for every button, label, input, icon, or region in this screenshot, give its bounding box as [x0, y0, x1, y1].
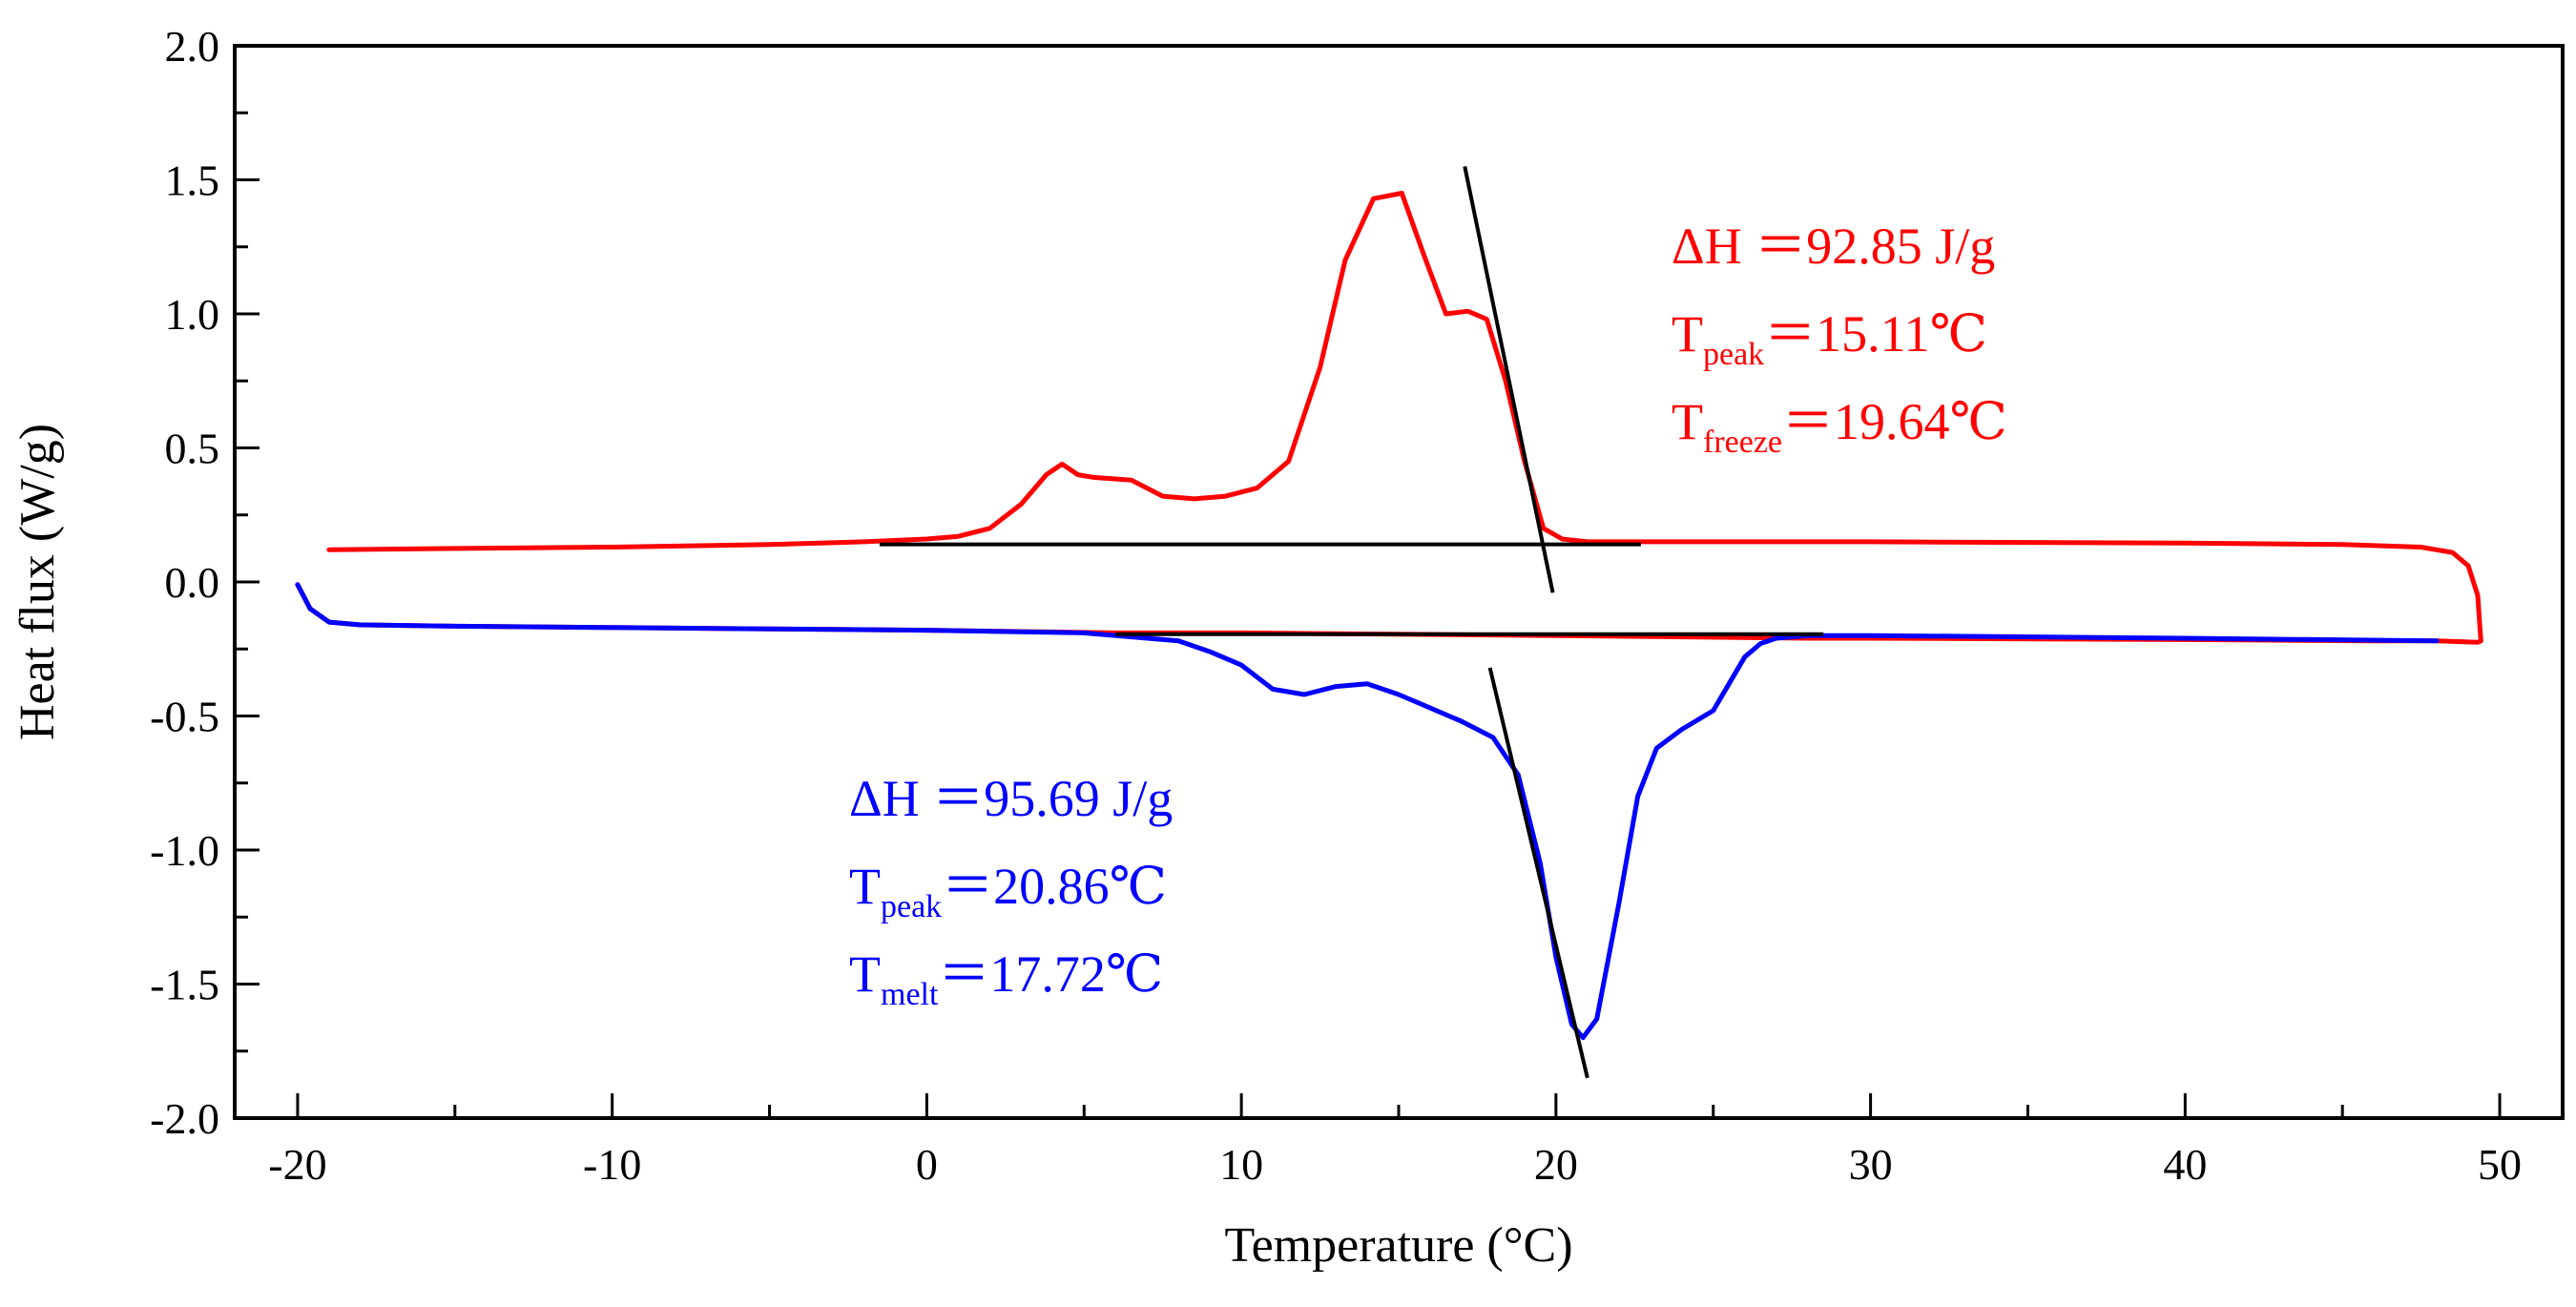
cooling-annotation-line: Tfreeze＝19.64℃ [1672, 393, 2007, 460]
heating-annotation: ΔH ＝95.69 J/g Tpeak＝20.86℃ Tmelt＝17.72℃ [849, 770, 1173, 1012]
heating-tangent-line [1487, 667, 1589, 1079]
x-axis-title: Temperature (°C) [1224, 1218, 1572, 1273]
cooling-curve [295, 191, 2483, 645]
annotation-layer: ΔH ＝92.85 J/gTpeak＝15.11℃Tfreeze＝19.64℃Δ… [849, 218, 2007, 1012]
heating-annotation-line: Tpeak＝20.86℃ [849, 858, 1167, 924]
heating-curve [295, 582, 2440, 1041]
x-tick-label: 10 [1219, 1140, 1263, 1189]
x-tick-label: 30 [1849, 1140, 1893, 1189]
x-tick-label: -10 [583, 1140, 641, 1189]
y-tick-label: 1.0 [165, 290, 220, 339]
x-tick-label: -20 [268, 1140, 326, 1189]
y-tick-label: 0.5 [165, 425, 220, 473]
x-tick-label: 20 [1534, 1140, 1578, 1189]
heating-annotation-line: Tmelt＝17.72℃ [849, 945, 1163, 1012]
series-layer [295, 166, 2483, 1079]
heating-annotation-line: ΔH ＝95.69 J/g [849, 770, 1173, 827]
y-tick-label: -0.5 [150, 693, 219, 741]
cooling-annotation-line: Tpeak＝15.11℃ [1672, 305, 1987, 372]
ticks-layer: -20 -10 0 10 20 30 40 50 -2.0 -1.5 -1.0 -0.5 0.0 0.5 1… [150, 22, 2522, 1189]
cooling-tangent-line [1463, 166, 1555, 593]
x-tick-label: 40 [2163, 1140, 2207, 1189]
cooling-annotation: ΔH ＝92.85 J/g Tpeak＝15.11℃ Tfreeze＝19.64℃ [1672, 218, 2007, 460]
y-tick-label: -1.5 [150, 961, 219, 1009]
y-tick-label: 2.0 [165, 22, 220, 71]
x-tick-label: 50 [2478, 1140, 2522, 1189]
y-tick-label: 0.0 [165, 558, 220, 607]
plot-frame [233, 44, 2565, 1120]
y-tick-label: -2.0 [150, 1094, 219, 1143]
y-tick-label: -1.0 [150, 826, 219, 875]
cooling-annotation-line: ΔH ＝92.85 J/g [1672, 218, 1995, 275]
y-axis-title: Heat flux (W/g) [10, 424, 65, 740]
x-tick-label: 0 [916, 1140, 938, 1189]
y-tick-label: 1.5 [165, 156, 220, 205]
